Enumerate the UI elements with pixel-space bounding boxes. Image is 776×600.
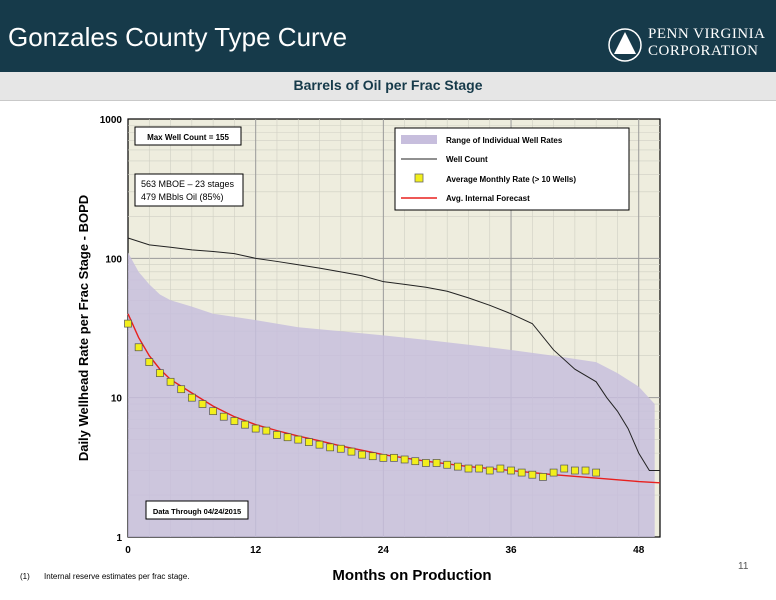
avg-rate-point — [177, 385, 186, 394]
avg-points — [124, 319, 601, 481]
logo-line-1: PENN VIRGINIA — [648, 26, 766, 42]
company-logo: PENN VIRGINIA CORPORATION — [608, 26, 768, 64]
data-through-box: Data Through 04/24/2015 — [145, 500, 249, 520]
avg-rate-point — [273, 431, 281, 439]
avg-rate-point — [262, 426, 271, 435]
x-tick-label: 12 — [250, 545, 262, 556]
y-axis-label: Daily Wellhead Rate per Frac Stage - BOP… — [76, 195, 91, 461]
avg-rate-point — [485, 466, 494, 475]
y-tick-label: 1 — [116, 533, 122, 544]
avg-rate-point — [432, 459, 441, 467]
page-title: Gonzales County Type Curve — [8, 22, 348, 52]
avg-rate-point — [358, 450, 366, 459]
y-tick-label: 1000 — [100, 115, 123, 126]
avg-rate-point — [539, 473, 547, 481]
avg-rate-point — [581, 466, 590, 475]
avg-rate-point — [315, 440, 324, 449]
avg-rate-point — [379, 453, 388, 462]
page-number: 11 — [738, 561, 749, 572]
x-tick-label: 36 — [505, 545, 517, 556]
avg-rate-point — [336, 444, 345, 453]
avg-rate-point — [283, 433, 292, 442]
eur-box: 563 MBOE – 23 stages 479 MBbls Oil (85%) — [134, 173, 244, 207]
avg-rate-point — [507, 466, 515, 475]
avg-rate-point — [156, 369, 164, 377]
avg-rate-point — [422, 459, 430, 467]
avg-rate-point — [400, 455, 409, 464]
avg-rate-point — [124, 319, 132, 328]
legend-swatch-range — [401, 135, 437, 144]
avg-rate-point — [251, 424, 260, 433]
avg-rate-point — [326, 443, 335, 452]
chart-subtitle: Barrels of Oil per Frac Stage — [293, 77, 483, 93]
range-band — [128, 252, 655, 537]
avg-rate-point — [517, 468, 526, 477]
avg-rate-point — [305, 438, 313, 446]
logo-line-2: CORPORATION — [648, 43, 759, 59]
avg-rate-point — [166, 377, 175, 386]
avg-rate-point — [368, 452, 377, 461]
legend-swatch-avg — [414, 173, 424, 183]
avg-rate-point — [230, 417, 239, 425]
legend-label-well-count: Well Count — [446, 155, 488, 164]
header-bar: Gonzales County Type Curve PENN VIRGINIA… — [0, 0, 776, 72]
footnote-text: Internal reserve estimates per frac stag… — [44, 572, 190, 581]
triangle-logo-icon — [608, 28, 642, 62]
avg-rate-point — [134, 343, 143, 352]
x-tick-label: 48 — [633, 545, 645, 556]
avg-rate-point — [443, 460, 452, 469]
avg-rate-point — [571, 466, 579, 475]
eur-line-2: 479 MBbls Oil (85%) — [141, 192, 224, 202]
avg-rate-point — [496, 464, 505, 473]
y-tick-label: 10 — [111, 394, 123, 405]
avg-rate-point — [198, 400, 207, 408]
max-well-label: Max Well Count = 155 — [147, 133, 229, 142]
subtitle-bar: Barrels of Oil per Frac Stage — [0, 72, 776, 101]
y-tick-label: 100 — [105, 254, 122, 265]
well-count-line — [127, 237, 660, 472]
type-curve-chart: 1 10 100 1000 0 12 24 36 48 Daily Wellhead Rate … — [76, 115, 661, 584]
max-well-box: Max Well Count = 155 — [134, 126, 242, 146]
avg-rate-point — [560, 464, 569, 473]
x-tick-label: 24 — [378, 545, 390, 556]
avg-rate-point — [209, 407, 217, 416]
avg-rate-point — [347, 447, 356, 456]
eur-line-1: 563 MBOE – 23 stages — [141, 179, 235, 189]
logo-text: PENN VIRGINIA CORPORATION — [648, 26, 765, 60]
range-band-area — [128, 252, 655, 537]
legend-label-range: Range of Individual Well Rates — [446, 136, 563, 145]
avg-rate-point — [549, 468, 558, 477]
avg-rate-point — [411, 457, 420, 466]
footnote: (1) Internal reserve estimates per frac … — [20, 572, 189, 581]
avg-rate-point — [464, 464, 473, 473]
legend: Range of Individual Well Rates Well Coun… — [394, 127, 630, 211]
avg-rate-point — [528, 470, 537, 479]
x-axis-label: Months on Production — [332, 567, 491, 584]
avg-rate-point — [294, 435, 303, 444]
avg-rate-point — [390, 453, 398, 462]
avg-rate-point — [187, 393, 196, 402]
legend-label-forecast: Avg. Internal Forecast — [446, 194, 530, 203]
chart-area: 1 10 100 1000 0 12 24 36 48 Daily Wellhead Rate … — [0, 100, 776, 590]
data-through-label: Data Through 04/24/2015 — [153, 507, 241, 516]
footnote-marker: (1) — [20, 572, 30, 581]
avg-rate-point — [145, 358, 154, 366]
avg-rate-point — [219, 412, 228, 421]
avg-rate-point — [453, 462, 462, 471]
legend-label-avg: Average Monthly Rate (> 10 Wells) — [446, 175, 576, 184]
avg-rate-point — [592, 468, 601, 477]
axis-ticks: 1 10 100 1000 0 12 24 36 48 — [100, 115, 645, 556]
avg-rate-point — [241, 420, 249, 429]
avg-rate-point — [475, 464, 483, 473]
x-tick-label: 0 — [125, 545, 131, 556]
